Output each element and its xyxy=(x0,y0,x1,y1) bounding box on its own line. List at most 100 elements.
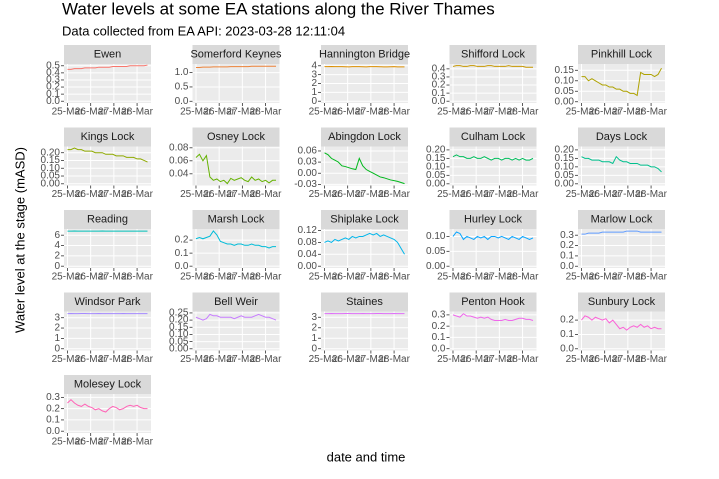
strip xyxy=(578,45,665,64)
y-tick-label: 0.2 xyxy=(432,321,446,332)
y-tick-label: 6 xyxy=(54,230,60,241)
x-tick-label: 25-Mar xyxy=(309,272,341,283)
data-line xyxy=(324,152,405,185)
panel-background xyxy=(64,394,151,433)
y-tick-label: 0.00 xyxy=(41,178,61,189)
x-tick-label: 26-Mar xyxy=(75,354,107,365)
y-tick-label: 2 xyxy=(311,322,317,333)
x-tick-label: 25-Mar xyxy=(52,437,84,448)
x-tick-label: 25-Mar xyxy=(52,354,84,365)
panel-title: Hurley Lock xyxy=(464,213,523,225)
y-tick-label: 3 xyxy=(311,69,317,80)
panel-background xyxy=(321,146,408,186)
panel-background xyxy=(578,146,665,186)
x-tick-label: 28-Mar xyxy=(635,107,667,118)
x-tick-label: 28-Mar xyxy=(250,272,282,283)
x-tick-label: 26-Mar xyxy=(75,107,107,118)
y-tick-label: 0.00 xyxy=(298,168,318,179)
data-line xyxy=(452,154,534,161)
y-tick-label: 0 xyxy=(311,96,317,107)
y-tick-label: 0.1 xyxy=(560,329,574,340)
y-tick-label: 0.0 xyxy=(46,96,60,107)
y-tick-label: 0.04 xyxy=(298,249,318,260)
y-tick-label: 0.00 xyxy=(426,261,446,272)
data-line xyxy=(581,155,662,173)
y-tick-label: 0.10 xyxy=(41,163,61,174)
x-tick-label: 25-Mar xyxy=(52,189,84,200)
strip xyxy=(64,210,151,229)
panel-background xyxy=(449,64,537,103)
x-tick-label: 28-Mar xyxy=(507,189,539,200)
y-tick-label: 1.0 xyxy=(175,67,189,78)
x-tick-label: 27-Mar xyxy=(355,354,387,365)
panel-title: Hannington Bridge xyxy=(319,48,410,60)
x-tick-label: 27-Mar xyxy=(484,107,516,118)
x-tick-label: 25-Mar xyxy=(437,107,469,118)
x-tick-label: 28-Mar xyxy=(635,354,667,365)
x-tick-label: 26-Mar xyxy=(203,107,235,118)
y-tick-label: 0.00 xyxy=(298,261,318,272)
strip xyxy=(192,210,280,229)
y-tick-label: 0.1 xyxy=(432,332,446,343)
strip xyxy=(64,127,151,147)
data-line xyxy=(195,230,277,249)
x-tick-label: 28-Mar xyxy=(250,107,282,118)
x-tick-label: 27-Mar xyxy=(98,354,130,365)
x-tick-label: 25-Mar xyxy=(566,354,598,365)
y-tick-label: 0.10 xyxy=(426,161,446,172)
panel-background xyxy=(192,64,280,103)
x-tick-label: 28-Mar xyxy=(378,107,410,118)
x-tick-label: 26-Mar xyxy=(75,272,107,283)
y-tick-label: 4 xyxy=(54,240,60,251)
y-tick-label: 0 xyxy=(54,261,60,272)
x-tick-label: 25-Mar xyxy=(309,189,341,200)
x-tick-label: 26-Mar xyxy=(75,437,107,448)
data-line xyxy=(452,65,534,68)
panel-title: Molesey Lock xyxy=(74,378,142,390)
panel-title: Reading xyxy=(87,213,128,225)
x-tick-label: 25-Mar xyxy=(180,189,212,200)
x-tick-label: 27-Mar xyxy=(612,189,644,200)
x-tick-label: 28-Mar xyxy=(250,354,282,365)
panel-title: Marsh Lock xyxy=(208,213,265,225)
y-tick-label: 2 xyxy=(54,251,60,262)
y-tick-label: 0.20 xyxy=(555,145,575,156)
y-tick-label: 0.03 xyxy=(298,157,318,168)
y-tick-label: 0.3 xyxy=(46,75,60,86)
x-tick-label: 27-Mar xyxy=(98,107,130,118)
x-tick-label: 27-Mar xyxy=(612,107,644,118)
panel-background xyxy=(578,311,665,351)
panel-title: Osney Lock xyxy=(207,131,266,143)
data-line xyxy=(67,147,148,163)
strip xyxy=(64,375,151,394)
strip xyxy=(64,292,151,312)
y-tick-label: 3 xyxy=(54,312,60,323)
y-tick-label: 0.05 xyxy=(426,246,446,257)
strip xyxy=(449,127,537,147)
y-tick-label: 0.4 xyxy=(432,63,446,74)
panel-background xyxy=(321,229,408,268)
x-tick-label: 25-Mar xyxy=(566,272,598,283)
panel-background xyxy=(192,146,280,186)
y-tick-label: 1 xyxy=(54,333,60,344)
x-tick-label: 27-Mar xyxy=(484,354,516,365)
panel-background xyxy=(449,229,537,268)
panel-background xyxy=(192,229,280,268)
panel-title: Marlow Lock xyxy=(591,213,653,225)
panel-background xyxy=(449,311,537,351)
data-line xyxy=(195,153,277,185)
x-tick-label: 27-Mar xyxy=(98,189,130,200)
x-tick-label: 28-Mar xyxy=(121,107,153,118)
x-tick-label: 25-Mar xyxy=(52,272,84,283)
y-tick-label: 0.05 xyxy=(555,86,575,97)
y-tick-label: 0.1 xyxy=(560,251,574,262)
y-tick-label: 0.0 xyxy=(560,343,574,354)
y-tick-label: 2 xyxy=(54,323,60,334)
y-tick-label: 0.05 xyxy=(426,170,446,181)
y-tick-label: 1 xyxy=(311,87,317,98)
strip xyxy=(321,127,408,147)
x-tick-label: 26-Mar xyxy=(203,189,235,200)
x-tick-label: 25-Mar xyxy=(180,354,212,365)
panel-title: Abingdon Lock xyxy=(328,131,401,143)
y-tick-label: 0.3 xyxy=(432,72,446,83)
